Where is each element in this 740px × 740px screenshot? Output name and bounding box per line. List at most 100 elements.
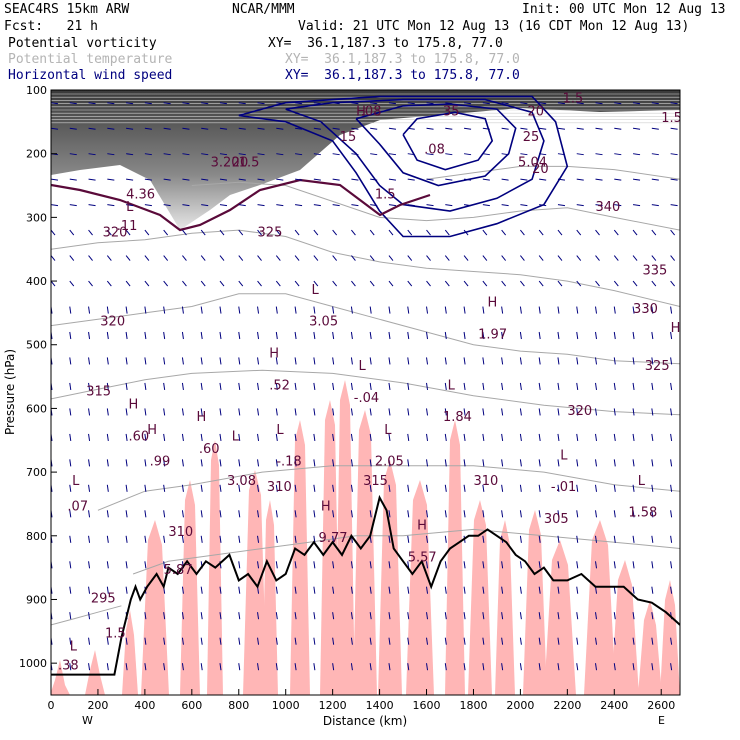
wind-vector	[238, 561, 241, 569]
wind-vector	[126, 127, 134, 130]
wind-vector	[350, 612, 353, 620]
wind-vector	[426, 561, 429, 569]
contour-label: 320	[103, 225, 128, 240]
moisture-cell	[262, 500, 278, 695]
wind-vector	[219, 408, 222, 416]
wind-vector	[294, 280, 300, 287]
wind-vector	[125, 484, 128, 492]
wind-vector	[181, 535, 184, 543]
wind-vector	[651, 586, 654, 594]
wind-vector	[426, 382, 429, 391]
wind-vector	[557, 535, 560, 543]
contour-label: 1.5	[375, 187, 396, 202]
wind-vector	[294, 255, 300, 261]
wind-vector	[613, 561, 616, 569]
wind-vector	[520, 102, 528, 105]
y-tick-label: 300	[26, 211, 47, 224]
wind-vector	[276, 204, 284, 207]
wind-vector	[144, 280, 150, 287]
wind-vector	[351, 127, 359, 130]
wind-vector	[350, 382, 353, 391]
wind-vector	[369, 255, 375, 261]
wind-vector	[219, 331, 222, 340]
wind-vector	[332, 280, 338, 287]
wind-vector	[275, 637, 278, 645]
wind-vector	[200, 612, 203, 620]
pv-contour	[51, 178, 431, 232]
wind-vector	[388, 331, 391, 340]
wind-vector	[444, 510, 447, 518]
wind-vector	[576, 331, 579, 340]
wind-vector	[238, 153, 246, 156]
wind-vector	[557, 255, 563, 261]
wind-vector	[501, 561, 504, 569]
moisture-cell	[85, 650, 105, 695]
wind-vector	[632, 331, 635, 340]
contour-label: 9.77	[319, 531, 348, 546]
wind-vector	[670, 229, 676, 236]
wind-vector	[69, 586, 72, 594]
wind-vector	[69, 102, 77, 105]
wind-vector	[369, 663, 372, 671]
wind-vector	[257, 382, 260, 391]
wind-vector	[144, 561, 147, 569]
wind-vector	[125, 535, 128, 543]
wind-vector	[538, 459, 541, 467]
moisture-shading	[51, 380, 680, 695]
wind-vector	[613, 331, 616, 340]
wind-vector	[426, 306, 429, 314]
wind-vector	[181, 586, 184, 594]
wind-vector	[595, 484, 598, 492]
wind-vector	[576, 535, 579, 543]
wind-vector	[463, 408, 466, 416]
wind-vector	[332, 127, 340, 130]
wind-vector	[651, 306, 654, 314]
contour-label: 315	[86, 385, 111, 400]
contour-label: 325	[645, 359, 670, 374]
wind-vector	[125, 306, 128, 314]
y-tick-label: 700	[26, 466, 47, 479]
wind-vector	[557, 306, 560, 314]
wind-vector	[163, 510, 166, 518]
wind-vector	[88, 229, 93, 236]
contour-label: 320	[567, 404, 592, 419]
wind-vector	[370, 204, 378, 207]
wind-vector	[426, 102, 434, 105]
wind-vector	[444, 382, 447, 391]
wind-vector	[200, 459, 203, 467]
wind-vector	[125, 433, 128, 441]
wind-vector	[126, 178, 134, 181]
moisture-cell	[122, 610, 138, 695]
wind-vector	[595, 306, 598, 314]
wind-vector	[501, 331, 504, 340]
field-xy-wind: XY= 36.1,187.3 to 175.8, 77.0	[285, 68, 520, 83]
wind-vector	[182, 255, 187, 261]
wind-vector	[482, 306, 485, 314]
wind-vector	[163, 204, 171, 207]
wind-vector	[351, 280, 356, 287]
wind-vector	[426, 153, 434, 156]
wind-vector	[632, 178, 641, 181]
wind-vector	[595, 153, 603, 156]
contour-label: 1.97	[478, 327, 507, 342]
wind-vector	[200, 510, 203, 518]
wind-vector	[539, 127, 547, 130]
wind-vector	[463, 229, 469, 236]
wind-vector	[332, 561, 335, 569]
wind-vector	[632, 433, 635, 441]
wind-vector	[444, 255, 450, 261]
wind-vector	[125, 637, 128, 645]
wind-vector	[294, 433, 297, 441]
wind-vector	[294, 229, 300, 236]
wind-vector	[294, 586, 297, 594]
wind-vector	[275, 459, 278, 467]
wind-vector	[463, 510, 466, 518]
wind-vector	[595, 382, 598, 391]
wind-vector	[106, 382, 109, 391]
wind-vector	[519, 535, 522, 543]
wind-vector	[238, 433, 241, 441]
wind-vector	[144, 612, 147, 620]
wind-vector	[482, 382, 485, 391]
wind-vector	[670, 433, 673, 441]
wind-vector	[163, 306, 166, 314]
